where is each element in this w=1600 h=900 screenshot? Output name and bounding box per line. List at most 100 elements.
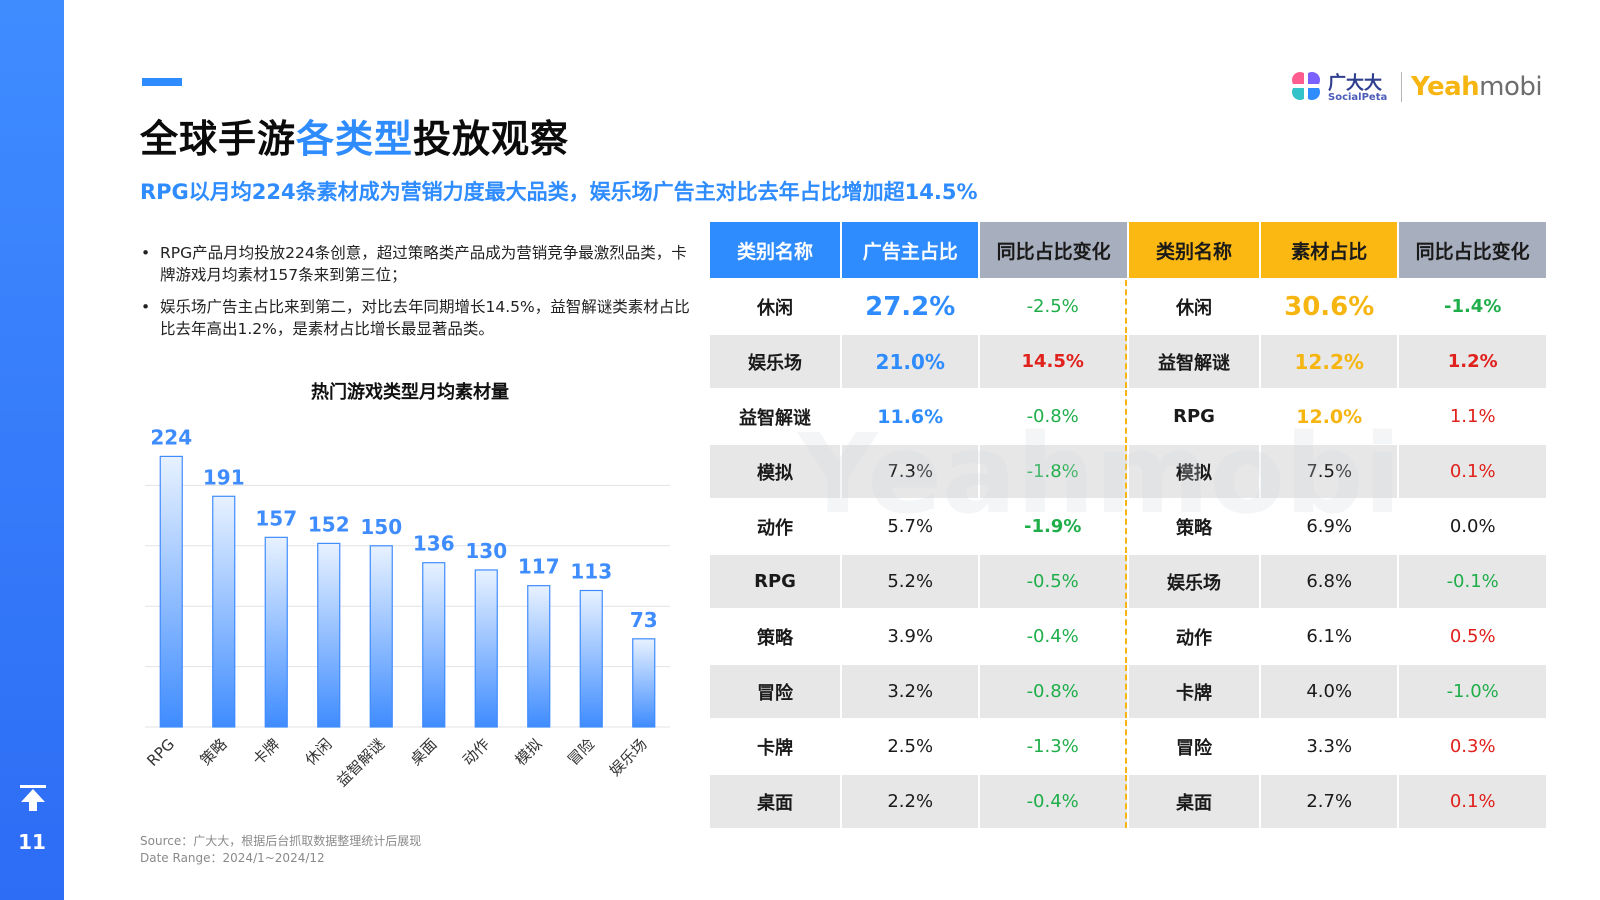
logo-en-text: SocialPeta [1328,92,1388,103]
table-row: 卡牌 2.5% -1.3% 冒险 3.3% 0.3% [710,720,1546,773]
bar-桌面 [422,562,446,728]
table-row: 模拟 7.3% -1.8% 模拟 7.5% 0.1% [710,445,1546,498]
title-highlight: 各类型 [296,117,414,161]
cell-adv: 3.2% [842,665,979,718]
share-table: Yeahmobi 类别名称 广告主占比 同比占比变化 类别名称 素材占比 同比占… [708,220,1548,830]
category-tick-label: 桌面 [407,735,441,769]
cell-adv-chg: -0.4% [980,775,1127,828]
bar-策略 [212,495,236,728]
bar-value-label: 157 [255,506,297,530]
cell-mat-chg: -1.4% [1399,280,1546,333]
cell-mat: 6.8% [1261,555,1398,608]
bar-value-label: 136 [413,532,455,556]
cell-adv: 27.2% [842,280,979,333]
cell-cat1: 休闲 [710,280,841,333]
header-category-name: 类别名称 [1128,222,1260,278]
bar-value-label: 224 [150,425,192,449]
cell-cat2: 桌面 [1128,775,1260,828]
page-subtitle: RPG以月均224条素材成为营销力度最大品类，娱乐场广告主对比去年占比增加超14… [140,180,978,204]
cell-adv-chg: -2.5% [980,280,1127,333]
table-row: 桌面 2.2% -0.4% 桌面 2.7% 0.1% [710,775,1546,828]
cell-adv-chg: -0.8% [980,390,1127,443]
cell-adv-chg: -0.4% [980,610,1127,663]
bar-模拟 [527,585,551,728]
cell-mat-chg: 0.1% [1399,445,1546,498]
category-tick-label: 休闲 [302,735,336,769]
finding-item: RPG产品月均投放224条创意，超过策略类产品成为营销竞争最激烈品类，卡牌游戏月… [138,242,698,286]
category-tick-label: RPG [143,735,178,770]
logo-separator [1401,72,1402,102]
table-row: 益智解谜 11.6% -0.8% RPG 12.0% 1.1% [710,390,1546,443]
bar-value-label: 73 [630,608,658,632]
category-tick-label: 益智解谜 [333,735,388,790]
cell-mat: 6.9% [1261,500,1398,553]
cell-mat: 2.7% [1261,775,1398,828]
cell-cat2: 卡牌 [1128,665,1260,718]
bar-value-label: 152 [308,512,350,536]
cell-cat2: 娱乐场 [1128,555,1260,608]
cell-mat-chg: 0.3% [1399,720,1546,773]
cell-mat-chg: 0.0% [1399,500,1546,553]
source-note: Source：广大大，根据后台抓取数据整理统计后展现 Date Range：20… [140,833,421,867]
cell-cat1: 娱乐场 [710,335,841,388]
cell-adv-chg: -1.8% [980,445,1127,498]
bar-chart-svg: 224 RPG 191 策略 157 卡牌 152 休闲 150 益智解谜 136 桌面 130 动作 11… [143,425,670,790]
cell-cat1: 动作 [710,500,841,553]
bar-value-label: 130 [465,539,507,563]
header-yoy-change: 同比占比变化 [1399,222,1546,278]
cell-adv-chg: 14.5% [980,335,1127,388]
bar-value-label: 117 [518,555,560,579]
table-row: 策略 3.9% -0.4% 动作 6.1% 0.5% [710,610,1546,663]
bar-动作 [474,569,498,728]
socialpeta-logo-icon [1292,72,1320,100]
cell-adv: 2.2% [842,775,979,828]
page-title: 全球手游各类型投放观察 [140,108,569,163]
source-line: Source：广大大，根据后台抓取数据整理统计后展现 [140,834,422,848]
category-tick-label: 模拟 [512,735,546,769]
category-tick-label: 娱乐场 [606,735,651,780]
back-to-top-icon[interactable] [18,783,48,813]
cell-adv: 5.7% [842,500,979,553]
title-part-2: 投放观察 [413,117,570,161]
header-material-share: 素材占比 [1261,222,1398,278]
cell-cat2: 动作 [1128,610,1260,663]
table-row: 动作 5.7% -1.9% 策略 6.9% 0.0% [710,500,1546,553]
cell-cat2: 益智解谜 [1128,335,1260,388]
category-tick-label: 动作 [459,735,493,769]
chart-title: 热门游戏类型月均素材量 [311,382,509,403]
cell-mat-chg: 1.2% [1399,335,1546,388]
cell-adv: 11.6% [842,390,979,443]
cell-cat1: RPG [710,555,841,608]
header-category-name: 类别名称 [710,222,841,278]
title-part-1: 全球手游 [140,117,297,161]
table-row: RPG 5.2% -0.5% 娱乐场 6.8% -0.1% [710,555,1546,608]
date-range-line: Date Range：2024/1~2024/12 [140,851,325,865]
header-advertiser-share: 广告主占比 [842,222,979,278]
category-tick-label: 卡牌 [249,735,283,769]
bar-RPG [159,455,183,728]
cell-cat2: 休闲 [1128,280,1260,333]
page-number: 11 [18,830,46,854]
cell-mat: 7.5% [1261,445,1398,498]
logo-cn-text: 广大大 [1328,73,1382,94]
left-sidebar: 11 [0,0,64,900]
table-row: 休闲 27.2% -2.5% 休闲 30.6% -1.4% [710,280,1546,333]
category-tick-label: 策略 [197,735,231,769]
header-yoy-change: 同比占比变化 [980,222,1127,278]
cell-cat1: 卡牌 [710,720,841,773]
yeahmobi-logo: Yeahmobi [1411,72,1543,102]
cell-adv-chg: -0.8% [980,665,1127,718]
cell-mat-chg: -0.1% [1399,555,1546,608]
table-body: 休闲 27.2% -2.5% 休闲 30.6% -1.4% 娱乐场 21.0% 14.5% 益智解… [710,280,1546,828]
bar-value-label: 191 [203,465,245,489]
bar-value-label: 150 [360,515,402,539]
cell-cat2: 模拟 [1128,445,1260,498]
bar-益智解谜 [369,545,393,728]
cell-adv: 7.3% [842,445,979,498]
cell-mat-chg: 0.5% [1399,610,1546,663]
cell-mat: 6.1% [1261,610,1398,663]
cell-cat1: 冒险 [710,665,841,718]
cell-cat2: RPG [1128,390,1260,443]
bar-value-label: 113 [570,559,612,583]
cell-cat1: 策略 [710,610,841,663]
